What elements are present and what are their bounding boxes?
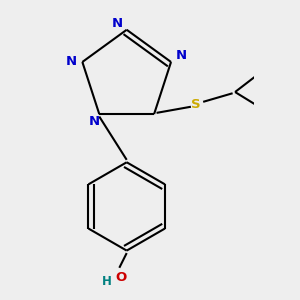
Text: N: N [66,56,77,68]
Text: N: N [175,49,186,62]
Text: O: O [115,271,126,284]
Text: S: S [191,98,201,111]
Text: N: N [111,17,122,30]
Text: H: H [102,275,112,288]
Text: N: N [89,115,100,128]
